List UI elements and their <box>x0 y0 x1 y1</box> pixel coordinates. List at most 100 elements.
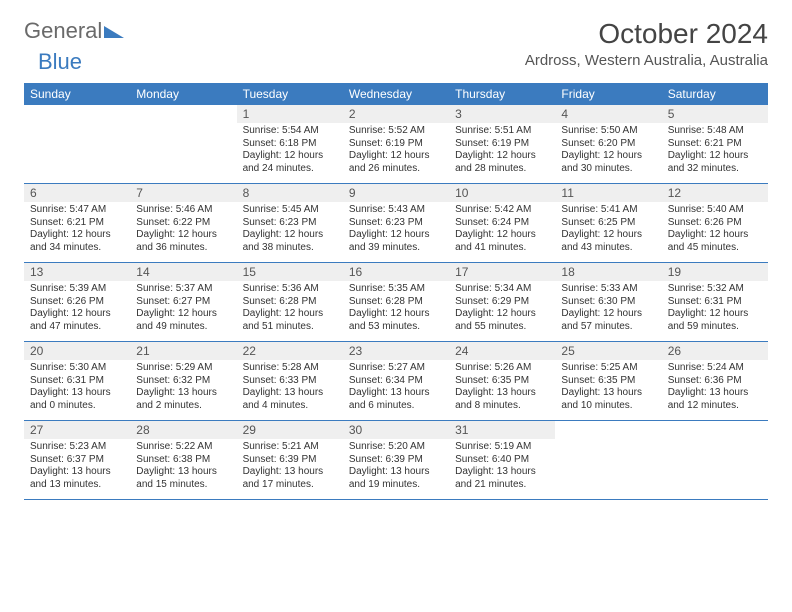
day-details: Sunrise: 5:20 AMSunset: 6:39 PMDaylight:… <box>343 439 449 499</box>
weekday-header: Wednesday <box>343 83 449 105</box>
day-number: 31 <box>449 421 555 439</box>
daylight-text: Daylight: 12 hours and 55 minutes. <box>455 308 549 333</box>
sunset-text: Sunset: 6:25 PM <box>561 217 655 230</box>
sunset-text: Sunset: 6:31 PM <box>668 296 762 309</box>
daylight-text: Daylight: 12 hours and 53 minutes. <box>349 308 443 333</box>
daylight-text: Daylight: 12 hours and 45 minutes. <box>668 229 762 254</box>
day-details: Sunrise: 5:48 AMSunset: 6:21 PMDaylight:… <box>662 123 768 183</box>
day-details: Sunrise: 5:45 AMSunset: 6:23 PMDaylight:… <box>237 202 343 262</box>
day-number: 12 <box>662 184 768 202</box>
day-details: Sunrise: 5:39 AMSunset: 6:26 PMDaylight:… <box>24 281 130 341</box>
day-number: 1 <box>237 105 343 123</box>
daylight-text: Daylight: 12 hours and 32 minutes. <box>668 150 762 175</box>
calendar-day-cell: 8Sunrise: 5:45 AMSunset: 6:23 PMDaylight… <box>237 184 343 263</box>
calendar-day-cell: . <box>24 105 130 184</box>
day-number: 15 <box>237 263 343 281</box>
daylight-text: Daylight: 13 hours and 2 minutes. <box>136 387 230 412</box>
title-block: October 2024 Ardross, Western Australia,… <box>525 18 768 69</box>
day-number: 24 <box>449 342 555 360</box>
sunrise-text: Sunrise: 5:33 AM <box>561 283 655 296</box>
sunset-text: Sunset: 6:40 PM <box>455 454 549 467</box>
sunrise-text: Sunrise: 5:37 AM <box>136 283 230 296</box>
sunset-text: Sunset: 6:24 PM <box>455 217 549 230</box>
sunrise-text: Sunrise: 5:45 AM <box>243 204 337 217</box>
day-details: Sunrise: 5:47 AMSunset: 6:21 PMDaylight:… <box>24 202 130 262</box>
daylight-text: Daylight: 13 hours and 10 minutes. <box>561 387 655 412</box>
sunset-text: Sunset: 6:19 PM <box>455 138 549 151</box>
calendar-day-cell: 2Sunrise: 5:52 AMSunset: 6:19 PMDaylight… <box>343 105 449 184</box>
day-details: Sunrise: 5:22 AMSunset: 6:38 PMDaylight:… <box>130 439 236 499</box>
sunrise-text: Sunrise: 5:24 AM <box>668 362 762 375</box>
daylight-text: Daylight: 12 hours and 43 minutes. <box>561 229 655 254</box>
sunset-text: Sunset: 6:20 PM <box>561 138 655 151</box>
sunset-text: Sunset: 6:31 PM <box>30 375 124 388</box>
calendar-day-cell: 21Sunrise: 5:29 AMSunset: 6:32 PMDayligh… <box>130 342 236 421</box>
logo-text-2: Blue <box>38 49 82 74</box>
day-number: 17 <box>449 263 555 281</box>
day-details: Sunrise: 5:50 AMSunset: 6:20 PMDaylight:… <box>555 123 661 183</box>
calendar-day-cell: 29Sunrise: 5:21 AMSunset: 6:39 PMDayligh… <box>237 421 343 500</box>
day-details: Sunrise: 5:40 AMSunset: 6:26 PMDaylight:… <box>662 202 768 262</box>
daylight-text: Daylight: 12 hours and 38 minutes. <box>243 229 337 254</box>
daylight-text: Daylight: 12 hours and 51 minutes. <box>243 308 337 333</box>
daylight-text: Daylight: 13 hours and 15 minutes. <box>136 466 230 491</box>
day-details: Sunrise: 5:25 AMSunset: 6:35 PMDaylight:… <box>555 360 661 420</box>
calendar-day-cell: 25Sunrise: 5:25 AMSunset: 6:35 PMDayligh… <box>555 342 661 421</box>
calendar-day-cell: 27Sunrise: 5:23 AMSunset: 6:37 PMDayligh… <box>24 421 130 500</box>
sunrise-text: Sunrise: 5:40 AM <box>668 204 762 217</box>
calendar-day-cell: 18Sunrise: 5:33 AMSunset: 6:30 PMDayligh… <box>555 263 661 342</box>
day-number: 30 <box>343 421 449 439</box>
sunrise-text: Sunrise: 5:34 AM <box>455 283 549 296</box>
day-number: 11 <box>555 184 661 202</box>
calendar-day-cell: 20Sunrise: 5:30 AMSunset: 6:31 PMDayligh… <box>24 342 130 421</box>
sunrise-text: Sunrise: 5:35 AM <box>349 283 443 296</box>
sunrise-text: Sunrise: 5:51 AM <box>455 125 549 138</box>
day-number: 2 <box>343 105 449 123</box>
day-details: Sunrise: 5:29 AMSunset: 6:32 PMDaylight:… <box>130 360 236 420</box>
location-subtitle: Ardross, Western Australia, Australia <box>525 52 768 69</box>
sunrise-text: Sunrise: 5:25 AM <box>561 362 655 375</box>
sunset-text: Sunset: 6:23 PM <box>243 217 337 230</box>
day-number: 28 <box>130 421 236 439</box>
daylight-text: Daylight: 12 hours and 36 minutes. <box>136 229 230 254</box>
calendar-day-cell: 30Sunrise: 5:20 AMSunset: 6:39 PMDayligh… <box>343 421 449 500</box>
sunrise-text: Sunrise: 5:39 AM <box>30 283 124 296</box>
sunset-text: Sunset: 6:22 PM <box>136 217 230 230</box>
sunset-text: Sunset: 6:28 PM <box>349 296 443 309</box>
day-details: Sunrise: 5:46 AMSunset: 6:22 PMDaylight:… <box>130 202 236 262</box>
daylight-text: Daylight: 12 hours and 24 minutes. <box>243 150 337 175</box>
calendar-week-row: 20Sunrise: 5:30 AMSunset: 6:31 PMDayligh… <box>24 342 768 421</box>
calendar-day-cell: 22Sunrise: 5:28 AMSunset: 6:33 PMDayligh… <box>237 342 343 421</box>
calendar-day-cell: . <box>662 421 768 500</box>
weekday-header: Sunday <box>24 83 130 105</box>
daylight-text: Daylight: 12 hours and 30 minutes. <box>561 150 655 175</box>
daylight-text: Daylight: 13 hours and 13 minutes. <box>30 466 124 491</box>
day-details: Sunrise: 5:21 AMSunset: 6:39 PMDaylight:… <box>237 439 343 499</box>
daylight-text: Daylight: 12 hours and 39 minutes. <box>349 229 443 254</box>
daylight-text: Daylight: 12 hours and 41 minutes. <box>455 229 549 254</box>
sunrise-text: Sunrise: 5:47 AM <box>30 204 124 217</box>
daylight-text: Daylight: 13 hours and 19 minutes. <box>349 466 443 491</box>
daylight-text: Daylight: 13 hours and 8 minutes. <box>455 387 549 412</box>
sunset-text: Sunset: 6:28 PM <box>243 296 337 309</box>
day-details: Sunrise: 5:24 AMSunset: 6:36 PMDaylight:… <box>662 360 768 420</box>
day-details: Sunrise: 5:27 AMSunset: 6:34 PMDaylight:… <box>343 360 449 420</box>
day-details: Sunrise: 5:32 AMSunset: 6:31 PMDaylight:… <box>662 281 768 341</box>
day-details: Sunrise: 5:54 AMSunset: 6:18 PMDaylight:… <box>237 123 343 183</box>
sunset-text: Sunset: 6:26 PM <box>668 217 762 230</box>
sunrise-text: Sunrise: 5:50 AM <box>561 125 655 138</box>
sunset-text: Sunset: 6:19 PM <box>349 138 443 151</box>
calendar-day-cell: 3Sunrise: 5:51 AMSunset: 6:19 PMDaylight… <box>449 105 555 184</box>
sunset-text: Sunset: 6:35 PM <box>561 375 655 388</box>
day-details: Sunrise: 5:51 AMSunset: 6:19 PMDaylight:… <box>449 123 555 183</box>
logo-triangle-icon <box>104 18 124 44</box>
calendar-day-cell: 19Sunrise: 5:32 AMSunset: 6:31 PMDayligh… <box>662 263 768 342</box>
day-number: 18 <box>555 263 661 281</box>
day-number: 20 <box>24 342 130 360</box>
sunset-text: Sunset: 6:39 PM <box>243 454 337 467</box>
sunrise-text: Sunrise: 5:26 AM <box>455 362 549 375</box>
calendar-day-cell: 14Sunrise: 5:37 AMSunset: 6:27 PMDayligh… <box>130 263 236 342</box>
logo-text-1: General <box>24 18 102 44</box>
day-details: Sunrise: 5:33 AMSunset: 6:30 PMDaylight:… <box>555 281 661 341</box>
sunset-text: Sunset: 6:34 PM <box>349 375 443 388</box>
